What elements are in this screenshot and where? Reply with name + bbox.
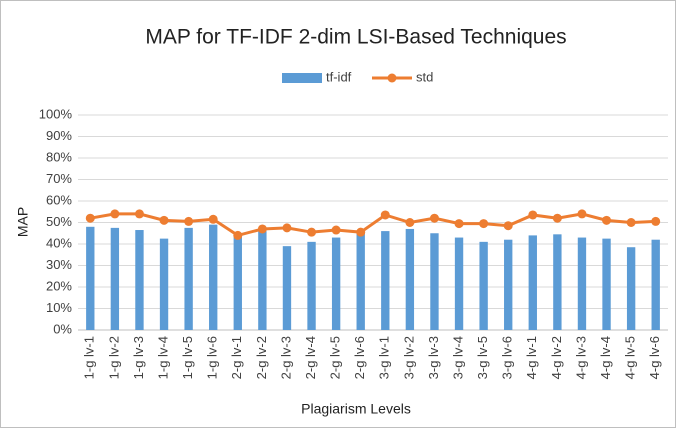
x-tick-label: 1-g lv-2 — [106, 336, 121, 379]
bar — [258, 231, 267, 330]
line-marker — [233, 230, 243, 240]
bar — [110, 227, 120, 330]
bar — [233, 235, 242, 330]
x-tick-label: 1-g lv-6 — [205, 336, 220, 379]
line-marker — [134, 209, 144, 219]
line-marker — [110, 209, 120, 219]
x-tick-label: 4-g lv-3 — [573, 336, 588, 379]
bar — [577, 237, 587, 330]
bar — [479, 241, 488, 330]
x-tick-label: 3-g lv-5 — [475, 336, 490, 379]
legend-label: std — [416, 69, 433, 84]
bar — [454, 237, 464, 330]
bar — [331, 237, 341, 330]
bar — [651, 239, 660, 330]
line-marker — [208, 214, 218, 224]
line-marker — [626, 218, 636, 227]
x-tick-label: 4-g lv-2 — [549, 336, 564, 379]
chart-title: MAP for TF-IDF 2-dim LSI-Based Technique… — [145, 26, 566, 49]
bar — [405, 228, 415, 330]
y-tick-label: 40% — [46, 235, 72, 250]
bar — [626, 247, 636, 330]
y-tick-label: 90% — [46, 128, 72, 143]
line-marker — [552, 213, 562, 223]
line-marker — [454, 219, 464, 229]
legend-label: tf-idf — [326, 69, 352, 84]
line-marker — [184, 216, 194, 226]
y-tick-label: 100% — [39, 106, 73, 121]
y-tick-label: 30% — [46, 257, 72, 272]
x-tick-label: 2-g lv-2 — [254, 336, 269, 379]
bar — [553, 234, 562, 330]
x-tick-label: 4-g lv-4 — [598, 336, 613, 379]
line-marker — [405, 218, 415, 227]
bar — [356, 233, 365, 330]
x-tick-label: 3-g lv-2 — [401, 336, 416, 379]
line-marker — [85, 213, 95, 223]
line-marker — [331, 225, 341, 235]
line-marker — [380, 210, 390, 220]
y-tick-label: 20% — [46, 278, 72, 293]
x-tick-label: 4-g lv-5 — [623, 336, 638, 379]
y-tick-label: 50% — [46, 214, 72, 229]
bar — [307, 241, 316, 330]
x-tick-label: 3-g lv-1 — [377, 336, 392, 379]
y-tick-label: 0% — [53, 321, 72, 336]
line-marker — [356, 227, 366, 237]
line-marker — [503, 221, 513, 231]
x-tick-label: 2-g lv-5 — [328, 336, 343, 379]
x-tick-label: 1-g lv-3 — [131, 336, 146, 379]
x-tick-label: 2-g lv-3 — [278, 336, 293, 379]
x-tick-label: 2-g lv-6 — [352, 336, 367, 379]
y-tick-label: 70% — [46, 171, 72, 186]
x-tick-label: 4-g lv-6 — [647, 336, 662, 379]
y-tick-label: 80% — [46, 149, 72, 164]
line-marker — [257, 224, 267, 234]
x-tick-label: 1-g lv-5 — [180, 336, 195, 379]
bar — [430, 233, 439, 330]
bar — [282, 246, 292, 330]
bar — [528, 235, 537, 330]
bar — [602, 238, 611, 330]
bar — [159, 238, 169, 330]
x-tick-label: 3-g lv-3 — [426, 336, 441, 379]
line-marker — [651, 216, 661, 226]
legend-swatch — [387, 73, 397, 83]
bar — [184, 227, 193, 330]
line-marker — [159, 215, 169, 225]
line-marker — [602, 215, 612, 225]
x-tick-label: 1-g lv-4 — [155, 336, 170, 379]
bar — [381, 231, 390, 330]
x-tick-label: 2-g lv-1 — [229, 336, 244, 379]
bar — [86, 226, 95, 330]
y-axis-title: MAP — [15, 207, 31, 237]
legend-swatch — [282, 73, 322, 83]
x-tick-label: 3-g lv-4 — [450, 336, 465, 379]
line-marker — [577, 209, 587, 219]
bar — [209, 224, 218, 330]
line-marker — [429, 213, 439, 223]
x-tick-label: 1-g lv-1 — [82, 336, 97, 379]
line-marker — [528, 210, 538, 220]
line-marker — [479, 219, 489, 229]
x-tick-label: 2-g lv-4 — [303, 336, 318, 379]
x-tick-label: 4-g lv-1 — [524, 336, 539, 379]
y-tick-label: 10% — [46, 300, 72, 315]
line-marker — [282, 223, 292, 233]
bar — [135, 230, 144, 330]
bar — [504, 239, 513, 330]
line-marker — [307, 227, 317, 237]
x-axis-title: Plagiarism Levels — [301, 401, 411, 417]
y-tick-label: 60% — [46, 192, 72, 207]
x-tick-label: 3-g lv-6 — [500, 336, 515, 379]
